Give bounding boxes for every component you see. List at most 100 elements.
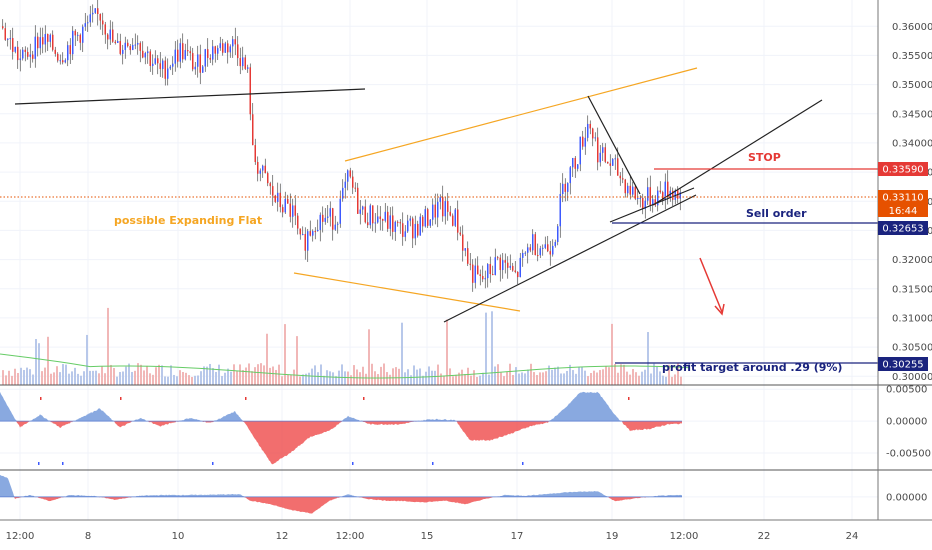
volume-bar bbox=[227, 368, 229, 385]
wedge-lower-line[interactable] bbox=[609, 187, 695, 223]
candle-body bbox=[662, 192, 664, 201]
candle-body bbox=[49, 34, 51, 42]
candle-body bbox=[34, 36, 36, 59]
candle-body bbox=[24, 49, 26, 52]
candle-body bbox=[47, 34, 49, 42]
expanding-flat-lower-line[interactable] bbox=[293, 272, 521, 312]
volume-bar bbox=[440, 373, 442, 385]
volume-bar bbox=[485, 312, 487, 385]
volume-bar bbox=[614, 363, 616, 385]
volume-bar bbox=[617, 372, 619, 385]
volume-bar bbox=[5, 375, 7, 385]
volume-bar bbox=[80, 375, 82, 385]
candle-body bbox=[554, 241, 556, 246]
wedge-upper-line[interactable] bbox=[587, 95, 641, 195]
volume-bar bbox=[353, 365, 355, 385]
volume-bar bbox=[557, 366, 559, 385]
volume-bar bbox=[320, 364, 322, 385]
signal-marker bbox=[628, 397, 630, 400]
candle-body bbox=[82, 26, 84, 43]
candle-body bbox=[199, 54, 201, 73]
candle-body bbox=[449, 211, 451, 216]
candle-body bbox=[194, 66, 196, 70]
volume-bar bbox=[305, 373, 307, 385]
candle-body bbox=[187, 50, 189, 52]
candle-body bbox=[429, 219, 431, 226]
volume-bar bbox=[344, 371, 346, 385]
volume-bar bbox=[572, 370, 574, 385]
volume-bar bbox=[47, 336, 49, 385]
x-tick-label: 24 bbox=[846, 531, 859, 542]
candle-body bbox=[524, 252, 526, 254]
candle-body bbox=[547, 244, 549, 252]
candle-body bbox=[504, 260, 506, 263]
candle-body bbox=[184, 50, 186, 60]
volume-bar bbox=[500, 372, 502, 385]
candle-body bbox=[59, 60, 61, 62]
volume-bar bbox=[623, 364, 625, 385]
volume-bar bbox=[209, 363, 211, 385]
candle-body bbox=[182, 43, 184, 60]
candle-body bbox=[289, 203, 291, 217]
volume-bar bbox=[365, 373, 367, 385]
volume-bar bbox=[53, 372, 55, 385]
indicator-negative-area bbox=[0, 421, 682, 465]
candle-body bbox=[632, 186, 634, 195]
volume-bar bbox=[182, 372, 184, 385]
x-tick-label: 12:00 bbox=[670, 531, 699, 542]
volume-bar bbox=[77, 373, 79, 385]
candle-body bbox=[239, 58, 241, 67]
candle-body bbox=[134, 44, 136, 46]
channel-upper-line[interactable] bbox=[652, 99, 823, 206]
candle-body bbox=[604, 147, 606, 162]
volume-bar bbox=[626, 371, 628, 385]
candle-body bbox=[282, 207, 284, 213]
volume-bar bbox=[632, 368, 634, 385]
volume-bar bbox=[191, 376, 193, 385]
candle-body bbox=[32, 54, 34, 59]
volume-bar bbox=[143, 370, 145, 385]
forecast-arrow-shaft[interactable] bbox=[699, 257, 723, 313]
candle-body bbox=[374, 222, 376, 224]
candle-body bbox=[272, 186, 274, 196]
volume-bar bbox=[671, 376, 673, 385]
candle-body bbox=[647, 187, 649, 201]
rising-trendline[interactable] bbox=[443, 194, 697, 323]
x-tick-label: 12:00 bbox=[6, 531, 35, 542]
volume-bar bbox=[248, 363, 250, 385]
candle-body bbox=[367, 222, 369, 226]
volume-bar bbox=[452, 376, 454, 385]
volume-bar bbox=[266, 333, 268, 385]
volume-bar bbox=[218, 364, 220, 385]
candle-body bbox=[227, 43, 229, 53]
candle-body bbox=[319, 214, 321, 230]
candle-body bbox=[637, 197, 639, 199]
candle-body bbox=[437, 201, 439, 218]
neckline-trendline[interactable] bbox=[14, 88, 366, 105]
volume-bar bbox=[242, 370, 244, 385]
volume-bar bbox=[467, 367, 469, 385]
volume-bar bbox=[653, 363, 655, 385]
candle-body bbox=[619, 175, 621, 179]
candle-body bbox=[89, 14, 91, 23]
volume-bar bbox=[590, 373, 592, 385]
volume-bar bbox=[161, 365, 163, 385]
candle-body bbox=[639, 197, 641, 199]
candlesticks bbox=[2, 0, 681, 292]
candle-body bbox=[529, 247, 531, 251]
volume-bar bbox=[554, 367, 556, 385]
volume-bar bbox=[56, 366, 58, 385]
candle-body bbox=[422, 216, 424, 227]
expanding-flat-upper-line[interactable] bbox=[344, 67, 698, 162]
volume-bar bbox=[221, 376, 223, 385]
candle-body bbox=[484, 278, 486, 280]
candle-body bbox=[164, 60, 166, 79]
candle-body bbox=[509, 265, 511, 268]
oscillator-panel-1 bbox=[0, 388, 878, 465]
volume-bar bbox=[119, 371, 121, 385]
candle-body bbox=[389, 215, 391, 229]
volume-bar bbox=[38, 343, 40, 385]
volume-bar bbox=[113, 368, 115, 385]
